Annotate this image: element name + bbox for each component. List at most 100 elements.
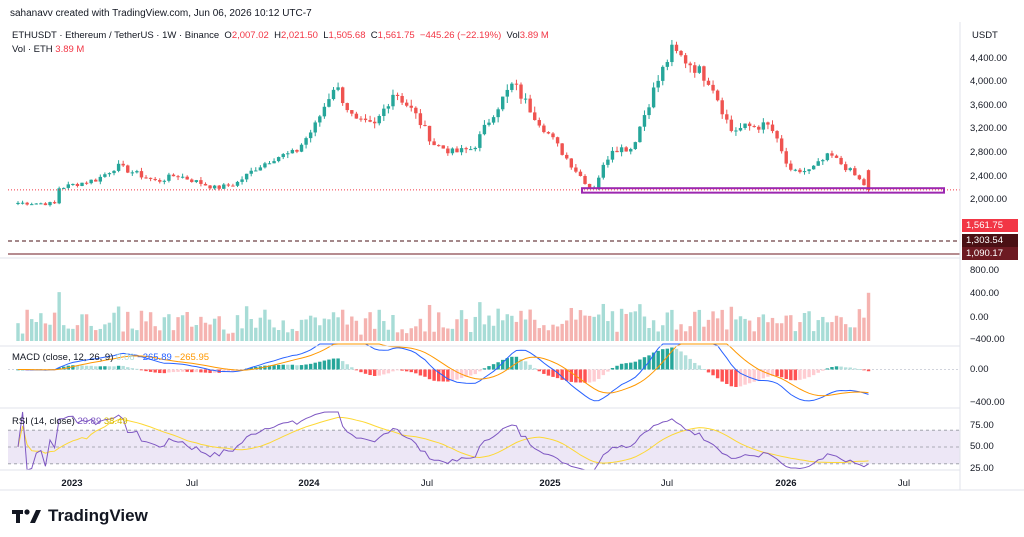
- candle-down: [720, 100, 724, 115]
- macd-legend[interactable]: MACD (close, 12, 26, 9) 0.06 −265.89 −26…: [12, 352, 210, 363]
- x-tick-jul-2024: Jul: [420, 478, 434, 489]
- candle-up: [308, 132, 313, 139]
- volume-bar: [436, 312, 441, 341]
- candle-up: [71, 183, 75, 185]
- volume-bar: [167, 314, 171, 341]
- rsi-ma-line: [17, 416, 869, 464]
- macd-histogram-bar: [203, 369, 208, 373]
- candle-down: [345, 103, 349, 111]
- macd-histogram-bar: [798, 369, 802, 380]
- candle-up: [848, 168, 852, 171]
- macd-histogram-bar: [523, 361, 528, 370]
- volume-tick: −400.00: [970, 334, 1005, 345]
- currency-label: USDT: [972, 30, 998, 41]
- volume-bar: [651, 320, 656, 341]
- candle-down: [715, 90, 720, 101]
- macd-histogram-bar: [286, 364, 290, 370]
- tradingview-logo[interactable]: TradingView: [12, 506, 148, 526]
- candle-up: [501, 96, 505, 110]
- candle-up: [651, 87, 656, 108]
- candle-up: [487, 122, 491, 125]
- macd-histogram-bar: [121, 365, 125, 370]
- candle-down: [560, 143, 564, 155]
- volume-bar: [565, 320, 569, 341]
- candle-up: [491, 117, 496, 123]
- rsi-line: [17, 411, 869, 471]
- candle-up: [761, 122, 766, 130]
- candle-down: [427, 125, 432, 142]
- candle-up: [610, 150, 615, 160]
- macd-histogram-bar: [843, 367, 848, 370]
- volume-bar: [217, 316, 221, 341]
- candle-down: [789, 163, 793, 170]
- volume-bar: [560, 323, 564, 341]
- candle-down: [862, 179, 866, 186]
- volume-bar: [683, 331, 688, 341]
- macd-histogram-bar: [363, 369, 368, 374]
- volume-bar: [464, 319, 468, 341]
- macd-histogram-bar: [158, 369, 162, 374]
- open-value: 2,007.02: [231, 30, 269, 41]
- candle-down: [798, 169, 802, 173]
- candle-down: [729, 119, 734, 131]
- volume-bar: [103, 324, 107, 341]
- macd-histogram-bar: [57, 367, 61, 370]
- candle-down: [176, 176, 180, 178]
- candle-up: [48, 202, 52, 206]
- macd-histogram-bar: [629, 362, 633, 370]
- macd-histogram-bar: [185, 369, 189, 372]
- volume-bar: [523, 319, 528, 341]
- volume-bar: [702, 326, 706, 341]
- macd-histogram-bar: [752, 369, 756, 382]
- macd-line: [18, 343, 869, 402]
- volume-bar: [583, 315, 587, 341]
- candle-down: [569, 158, 574, 168]
- macd-histogram-bar: [670, 347, 674, 370]
- symbol-name[interactable]: ETHUSDT · Ethereum / TetherUS · 1W · Bin…: [12, 30, 220, 41]
- candle-down: [359, 118, 363, 120]
- macd-histogram-bar: [496, 362, 500, 370]
- symbol-legend[interactable]: ETHUSDT · Ethereum / TetherUS · 1W · Bin…: [12, 30, 549, 41]
- candle-down: [555, 137, 560, 144]
- macd-histogram-bar: [372, 369, 377, 376]
- macd-histogram-bar: [75, 365, 80, 370]
- volume-bar: [153, 326, 157, 341]
- macd-histogram-bar: [112, 366, 116, 370]
- macd-histogram-bar: [139, 369, 144, 371]
- macd-histogram-bar: [290, 364, 295, 370]
- macd-histogram-bar: [834, 366, 839, 370]
- volume-bar: [688, 326, 692, 341]
- volume-bar: [533, 319, 537, 341]
- macd-histogram-bar: [130, 368, 135, 370]
- candle-down: [148, 177, 153, 179]
- candle-down: [693, 65, 697, 73]
- volume-bar: [528, 309, 532, 341]
- candle-up: [116, 163, 121, 171]
- volume-bar: [857, 309, 862, 341]
- volume-bar: [194, 325, 199, 341]
- volume-bar: [16, 323, 20, 341]
- candle-up: [66, 184, 71, 188]
- candle-down: [423, 125, 427, 127]
- volume-bar: [84, 314, 89, 341]
- volume-bar: [414, 326, 418, 341]
- candle-down: [190, 179, 194, 182]
- volume-bar: [757, 317, 761, 341]
- volume-bar: [377, 309, 381, 341]
- volume-legend[interactable]: Vol · ETH 3.89 M: [12, 44, 85, 55]
- volume-bar: [807, 311, 811, 341]
- volume-bar: [752, 331, 756, 341]
- volume-bar: [176, 317, 180, 341]
- volume-bar: [715, 318, 720, 341]
- macd-histogram-bar: [98, 366, 103, 370]
- candle-down: [706, 80, 711, 85]
- volume-bar: [336, 317, 340, 341]
- volume-bar: [510, 315, 514, 341]
- candle-down: [688, 63, 692, 66]
- candle-up: [802, 171, 807, 173]
- candle-down: [226, 184, 231, 186]
- rsi-legend[interactable]: RSI (14, close) 29.89 38.49: [12, 416, 128, 427]
- candle-up: [194, 180, 199, 182]
- volume-bar: [272, 327, 276, 341]
